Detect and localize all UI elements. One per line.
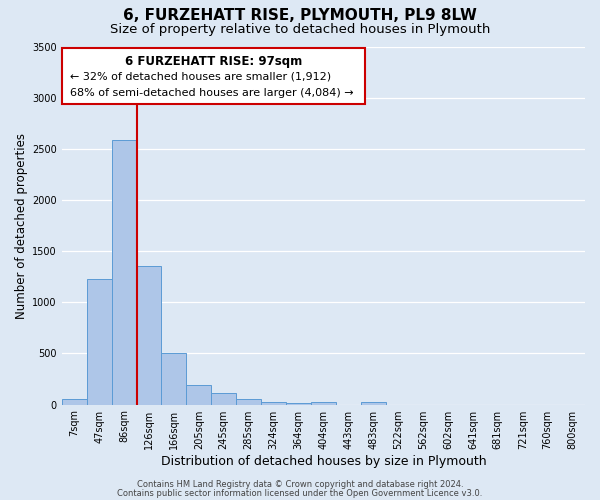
Text: 6, FURZEHATT RISE, PLYMOUTH, PL9 8LW: 6, FURZEHATT RISE, PLYMOUTH, PL9 8LW — [123, 8, 477, 22]
Text: Contains public sector information licensed under the Open Government Licence v3: Contains public sector information licen… — [118, 488, 482, 498]
Bar — [62, 400, 86, 404]
Bar — [137, 266, 161, 404]
Text: 68% of semi-detached houses are larger (4,084) →: 68% of semi-detached houses are larger (… — [70, 88, 353, 98]
Bar — [86, 278, 112, 404]
Text: 6 FURZEHATT RISE: 97sqm: 6 FURZEHATT RISE: 97sqm — [125, 54, 302, 68]
Text: Size of property relative to detached houses in Plymouth: Size of property relative to detached ho… — [110, 22, 490, 36]
Bar — [261, 402, 286, 404]
Text: ← 32% of detached houses are smaller (1,912): ← 32% of detached houses are smaller (1,… — [70, 72, 331, 82]
Bar — [161, 354, 187, 405]
Text: Contains HM Land Registry data © Crown copyright and database right 2024.: Contains HM Land Registry data © Crown c… — [137, 480, 463, 489]
Bar — [361, 402, 386, 404]
Bar — [286, 403, 311, 404]
FancyBboxPatch shape — [62, 48, 365, 104]
Bar — [187, 385, 211, 404]
Bar — [236, 400, 261, 404]
X-axis label: Distribution of detached houses by size in Plymouth: Distribution of detached houses by size … — [161, 454, 486, 468]
Bar — [112, 140, 137, 404]
Y-axis label: Number of detached properties: Number of detached properties — [15, 132, 28, 318]
Bar — [311, 402, 336, 404]
Bar — [211, 394, 236, 404]
